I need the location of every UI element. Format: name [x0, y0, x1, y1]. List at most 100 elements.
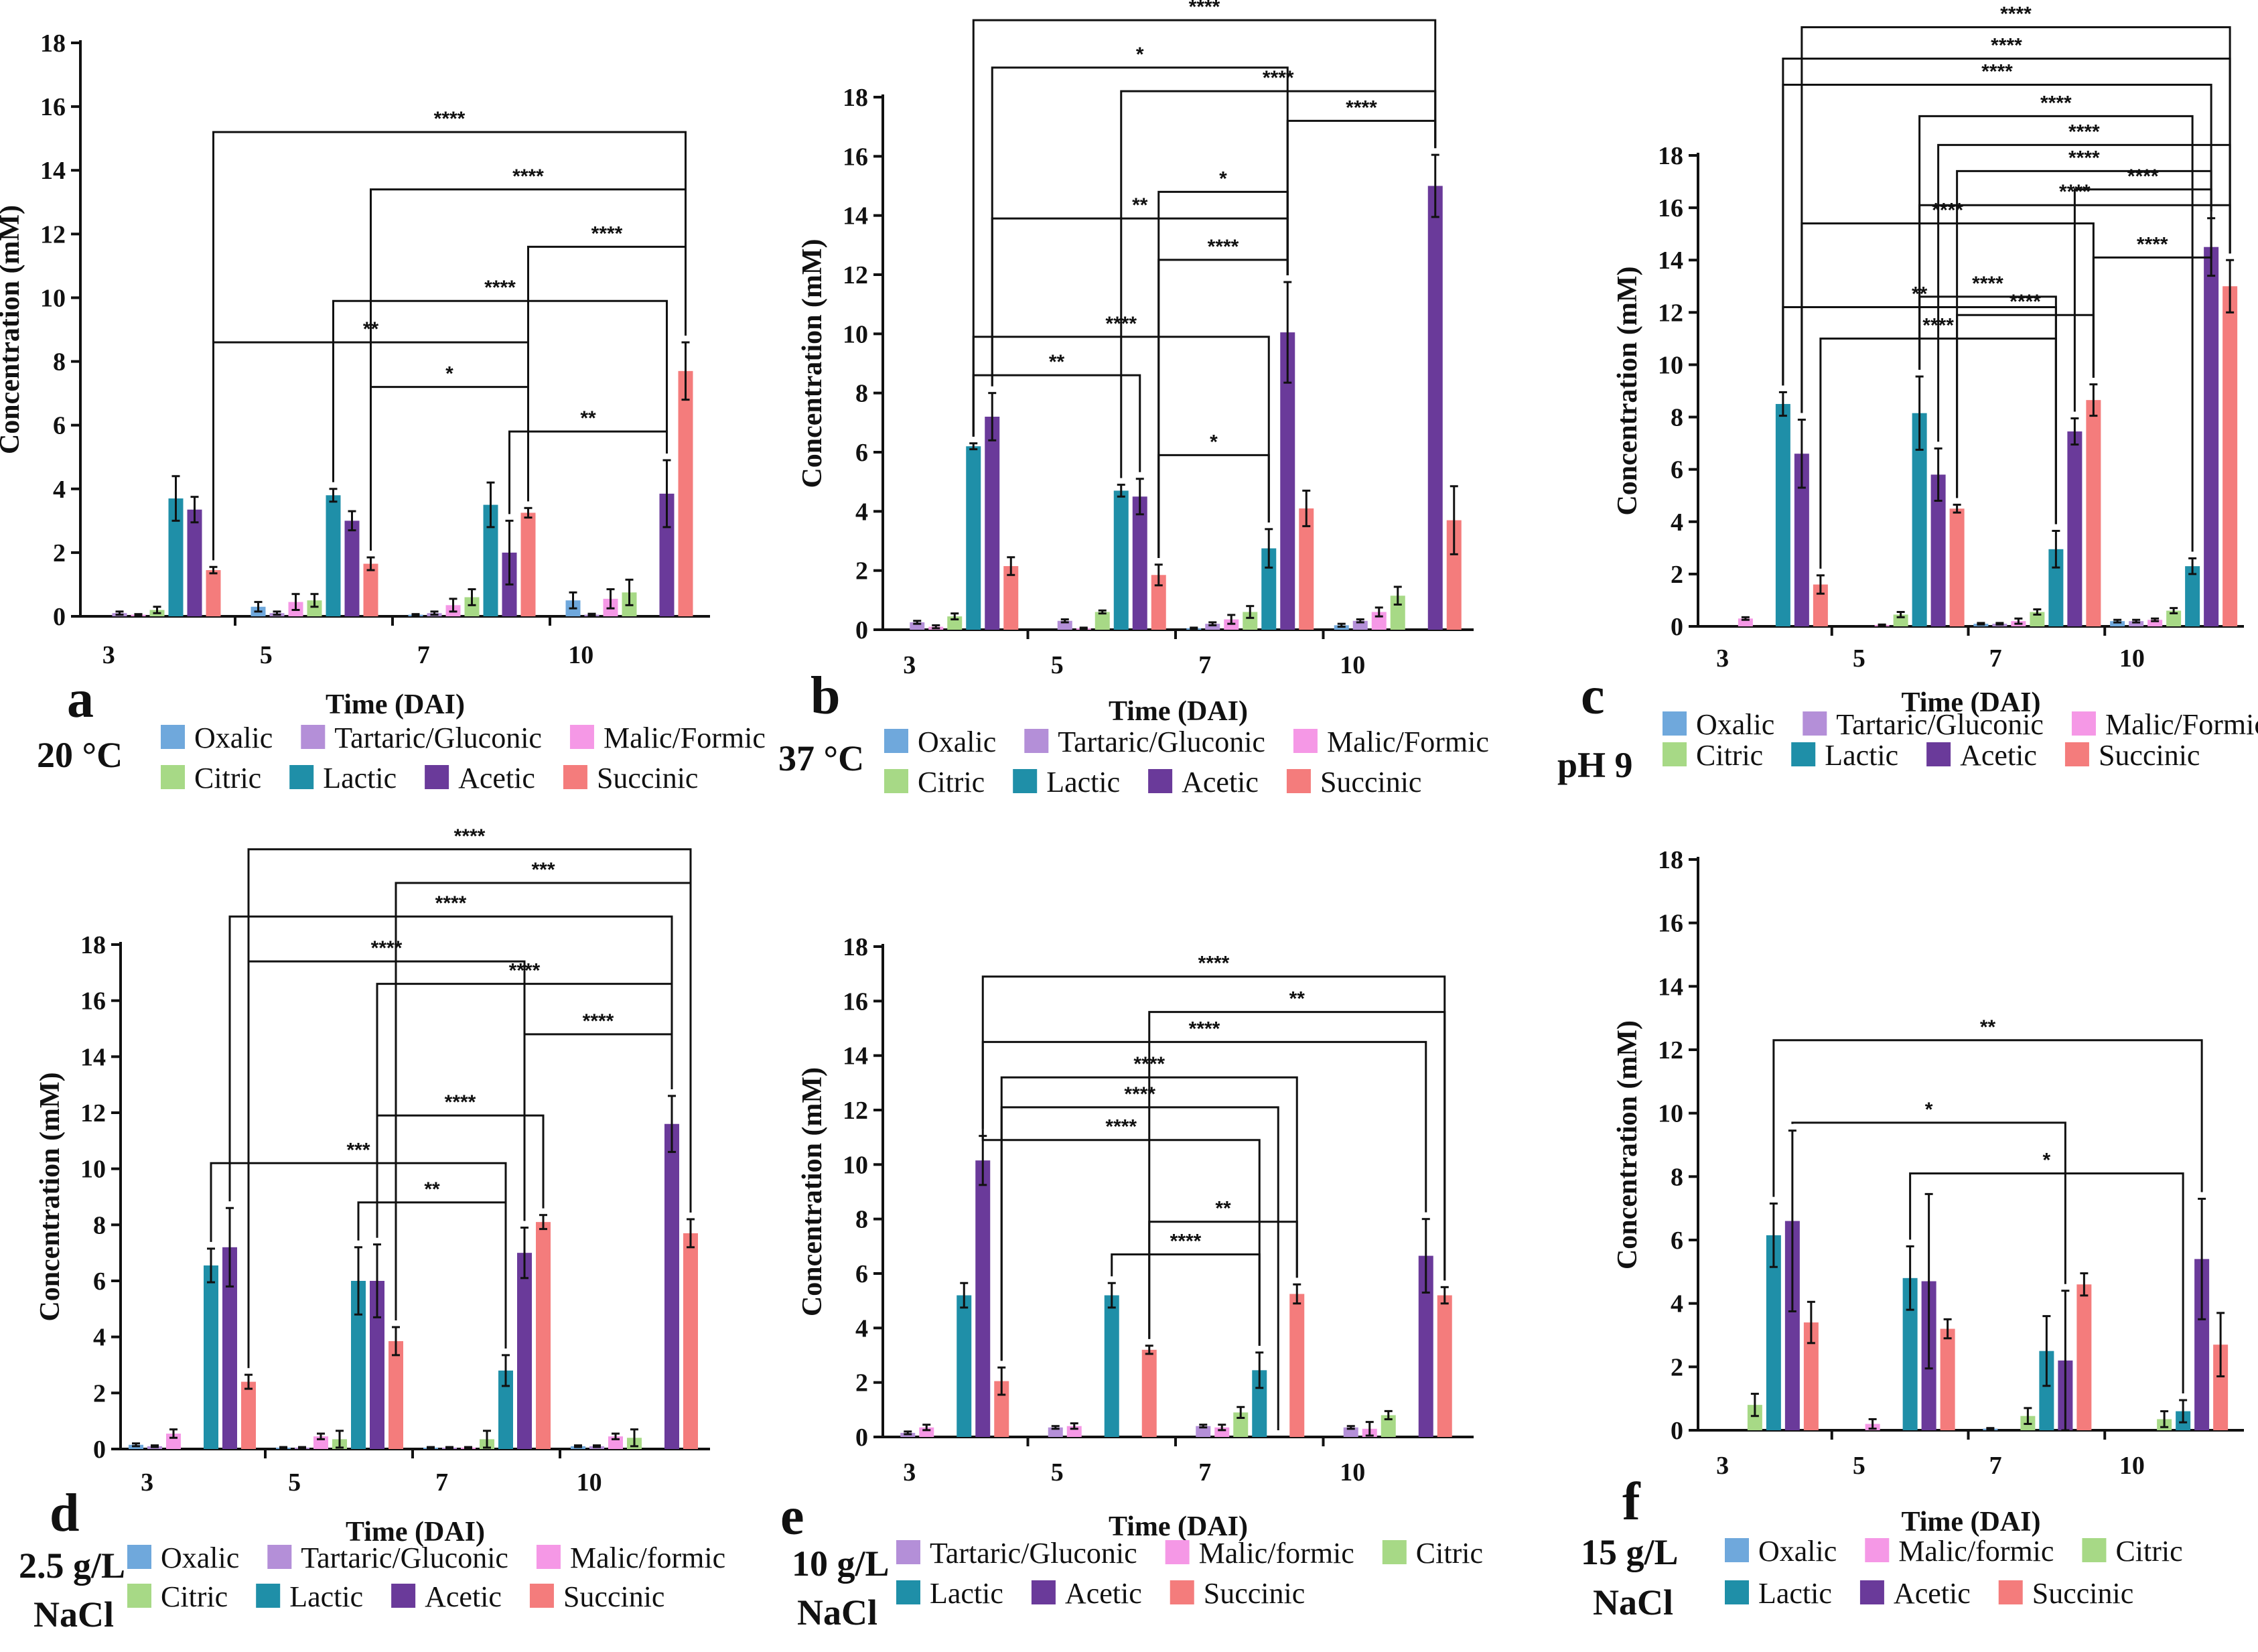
- y-tick-label: 14: [1658, 247, 1683, 275]
- legend-label: Citric: [194, 762, 261, 795]
- significance-label: ****: [1170, 1231, 1202, 1253]
- x-axis-title: Time (DAI): [1901, 687, 2040, 718]
- y-tick-label: 2: [93, 1379, 106, 1407]
- legend-swatch: [301, 725, 326, 749]
- bar-acetic-day-5: [344, 521, 360, 616]
- bar-succinic-day-3: [1813, 584, 1828, 626]
- significance-label: ****: [1208, 236, 1239, 258]
- y-tick-label: 18: [843, 84, 868, 112]
- panel-e: 0 2 4 6 8 10 12 14 16 18 Concentration (mM) 3 5 7 10 Ti…: [780, 933, 1483, 1633]
- y-tick-label: 16: [40, 93, 66, 121]
- bar-lactic-day-7: [483, 504, 498, 616]
- y-tick-label: 14: [40, 157, 66, 185]
- legend-swatch: [896, 1540, 920, 1564]
- condition-label: 37 °C: [778, 738, 864, 778]
- bar-tartaric-gluconic-day-7: [1196, 1426, 1211, 1437]
- significance-bracket: [527, 245, 687, 502]
- bar-succinic-day-5: [389, 1340, 403, 1449]
- significance-label: *: [1210, 431, 1218, 453]
- x-tick-label: 5: [1853, 644, 1865, 673]
- bar-succinic-day-5: [1940, 1328, 1955, 1430]
- x-tick-label: 5: [1051, 651, 1064, 679]
- y-tick-label: 12: [1658, 1036, 1683, 1064]
- condition-label: NaCl: [797, 1592, 877, 1633]
- bar-malic-formic-day-3: [1738, 618, 1753, 626]
- legend-swatch: [391, 1584, 416, 1608]
- bar-succinic-day-3: [1803, 1322, 1819, 1430]
- bar-lactic-day-3: [957, 1295, 972, 1437]
- bar-citric-day-3: [1747, 1405, 1762, 1430]
- significance-label: ****: [2000, 3, 2032, 25]
- y-axis-title: Concentration (mM): [797, 238, 828, 488]
- condition-label: 15 g/L: [1581, 1532, 1679, 1572]
- y-tick-label: 4: [855, 1314, 868, 1343]
- significance-label: **: [1289, 988, 1306, 1010]
- significance-bracket: [981, 1040, 1427, 1213]
- legend-swatch: [1031, 1580, 1056, 1604]
- panel-c: 0 2 4 6 8 10 12 14 16 18 Concentration (mM) 3 5 7 10 Ti…: [1557, 3, 2258, 785]
- significance-bracket: [332, 299, 668, 482]
- bar-succinic-day-7: [2086, 400, 2101, 626]
- legend-label: Lactic: [1758, 1577, 1832, 1610]
- bar-lactic-day-5: [1902, 1278, 1918, 1430]
- x-tick-label: 7: [435, 1468, 448, 1497]
- y-tick-label: 14: [80, 1043, 106, 1071]
- bar-acetic-day-5: [370, 1281, 384, 1449]
- y-tick-label: 14: [843, 202, 868, 230]
- bar-acetic-day-10: [2204, 247, 2219, 626]
- legend-label: Succinic: [2099, 739, 2200, 772]
- y-tick-label: 16: [843, 143, 868, 171]
- panel-f: 0 2 4 6 8 10 12 14 16 18 Concentration (mM) 3 5 7 10 Ti…: [1581, 846, 2244, 1623]
- legend: Tartaric/Gluconic Malic/formic Citric Lacti…: [896, 1537, 1483, 1610]
- significance-label: ****: [1932, 200, 1963, 222]
- significance-bracket: [991, 66, 1289, 387]
- y-axis-title: Concentration (mM): [1612, 1020, 1643, 1269]
- legend-swatch: [1293, 729, 1318, 753]
- significance-label: ***: [531, 859, 555, 881]
- x-tick-label: 3: [141, 1468, 153, 1497]
- x-axis-title: Time (DAI): [1109, 696, 1248, 727]
- bar-acetic-day-3: [1794, 454, 1809, 626]
- x-tick-label: 3: [903, 651, 916, 679]
- bar-succinic-day-10: [678, 370, 693, 616]
- bar-tartaric-gluconic-day-7: [1205, 624, 1220, 630]
- y-tick-label: 8: [855, 380, 868, 408]
- panel-letter: f: [1622, 1472, 1641, 1531]
- x-tick-label: 7: [1989, 644, 2002, 673]
- bar-tartaric-gluconic-day-3: [910, 622, 925, 630]
- significance-label: ****: [2137, 233, 2168, 255]
- significance-label: ****: [591, 222, 623, 245]
- significance-label: *: [2043, 1150, 2051, 1172]
- significance-bracket: [1772, 1039, 2203, 1197]
- legend-label: Succinic: [597, 762, 699, 795]
- y-axis-title: Concentration (mM): [0, 205, 25, 454]
- panel-letter: c: [1581, 667, 1605, 726]
- y-tick-label: 16: [1658, 194, 1683, 222]
- significance-label: **: [580, 407, 596, 429]
- significance-label: ****: [435, 892, 467, 914]
- bar-succinic-day-10: [2222, 286, 2238, 626]
- significance-label: ****: [434, 108, 466, 130]
- significance-label: **: [1980, 1016, 1996, 1038]
- x-tick-label: 10: [568, 641, 593, 669]
- y-tick-label: 10: [843, 320, 868, 348]
- y-tick-label: 6: [1671, 456, 1683, 484]
- significance-label: ****: [1991, 34, 2022, 56]
- y-tick-label: 2: [53, 539, 66, 567]
- legend-label: Lactic: [930, 1577, 1003, 1610]
- legend-label: Malic/formic: [1199, 1537, 1354, 1570]
- legend-swatch: [161, 725, 185, 749]
- bar-tartaric-gluconic-day-10: [1343, 1427, 1358, 1437]
- y-tick-label: 12: [843, 261, 868, 289]
- significance-label: ****: [1133, 1053, 1165, 1075]
- y-tick-label: 8: [1671, 1163, 1683, 1191]
- significance-label: ****: [371, 937, 403, 959]
- significance-bracket: [1000, 1106, 1279, 1430]
- bar-succinic-day-10: [1437, 1295, 1452, 1437]
- bar-lactic-day-3: [204, 1265, 218, 1449]
- significance-bracket: [1120, 90, 1437, 478]
- bar-lactic-day-10: [2185, 566, 2200, 626]
- significance-bracket: [1782, 84, 2212, 386]
- significance-label: ****: [1189, 0, 1220, 18]
